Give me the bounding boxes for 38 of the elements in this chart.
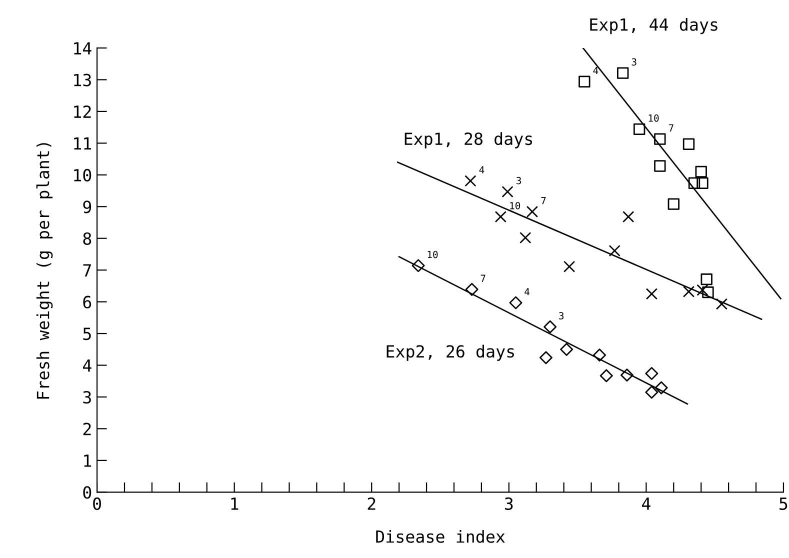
- x-axis-title: Disease index: [376, 530, 505, 543]
- x-tick-label: 5: [780, 498, 788, 510]
- annotation: 4: [479, 166, 484, 174]
- series-label: Exp1, 44 days: [590, 18, 718, 34]
- x-tick-label: 3: [505, 497, 513, 510]
- y-tick-label: 8: [83, 232, 92, 245]
- annotation: 4: [593, 66, 598, 74]
- x-tick-label: 2: [368, 497, 376, 510]
- series-label: Exp1, 28 days: [404, 132, 532, 148]
- annotation: 3: [559, 312, 564, 320]
- annotation: 7: [480, 274, 486, 282]
- y-tick-label: 12: [74, 105, 91, 118]
- annotation: 10: [648, 114, 659, 122]
- y-tick-label: 1: [84, 454, 92, 467]
- y-axis-title: Fresh weight (g per plant): [36, 143, 53, 399]
- y-tick-label: 6: [83, 296, 92, 308]
- y-tick-label: 11: [74, 137, 92, 150]
- annotation: 3: [516, 176, 521, 184]
- y-tick-label: 2: [83, 422, 91, 436]
- y-tick-label: 7: [83, 264, 91, 276]
- y-tick-label: 0: [83, 486, 92, 499]
- series-label: Exp2, 26 days: [386, 344, 514, 361]
- y-tick-label: 3: [83, 390, 91, 404]
- x-tick-label: 4: [642, 498, 650, 510]
- y-tick-label: 10: [74, 168, 92, 182]
- y-tick-label: 13: [74, 74, 91, 86]
- x-tick-label: 0: [93, 497, 101, 510]
- y-tick-label: 5: [83, 328, 91, 340]
- y-tick-label: 14: [74, 42, 92, 54]
- y-tick-label: 4: [82, 359, 92, 372]
- annotation: 4: [524, 288, 530, 296]
- annotation: 7: [541, 197, 546, 204]
- y-tick-label: 9: [83, 200, 92, 214]
- annotation: 3: [632, 58, 636, 66]
- x-tick-label: 1: [231, 498, 238, 510]
- annotation: 10: [510, 202, 520, 210]
- annotation: 7: [668, 124, 674, 132]
- annotation: 10: [428, 250, 438, 258]
